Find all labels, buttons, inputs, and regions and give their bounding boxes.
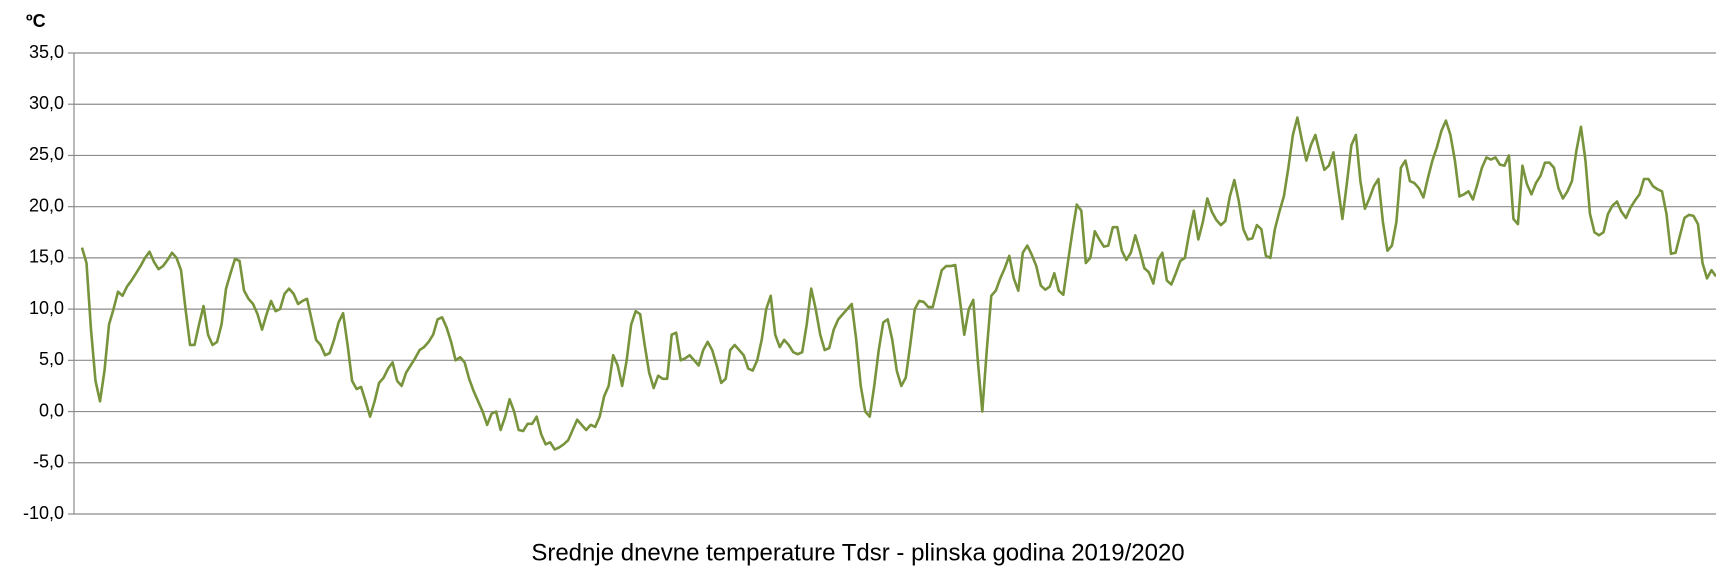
y-tick-label: 30,0 (29, 93, 64, 113)
y-unit-label: ºC (26, 11, 46, 31)
y-tick-label: -5,0 (33, 452, 64, 472)
y-tick-label: 5,0 (39, 349, 64, 369)
data-line (80, 116, 1716, 451)
chart-title: Srednje dnevne temperature Tdsr - plinsk… (531, 539, 1184, 566)
y-tick-label: 15,0 (29, 247, 64, 267)
y-tick-label: 0,0 (39, 400, 64, 420)
y-tick-label: 35,0 (29, 42, 64, 62)
y-tick-label: 10,0 (29, 298, 64, 318)
y-tick-label: 25,0 (29, 144, 64, 164)
y-tick-label: 20,0 (29, 195, 64, 215)
y-tick-label: -10,0 (23, 503, 64, 523)
